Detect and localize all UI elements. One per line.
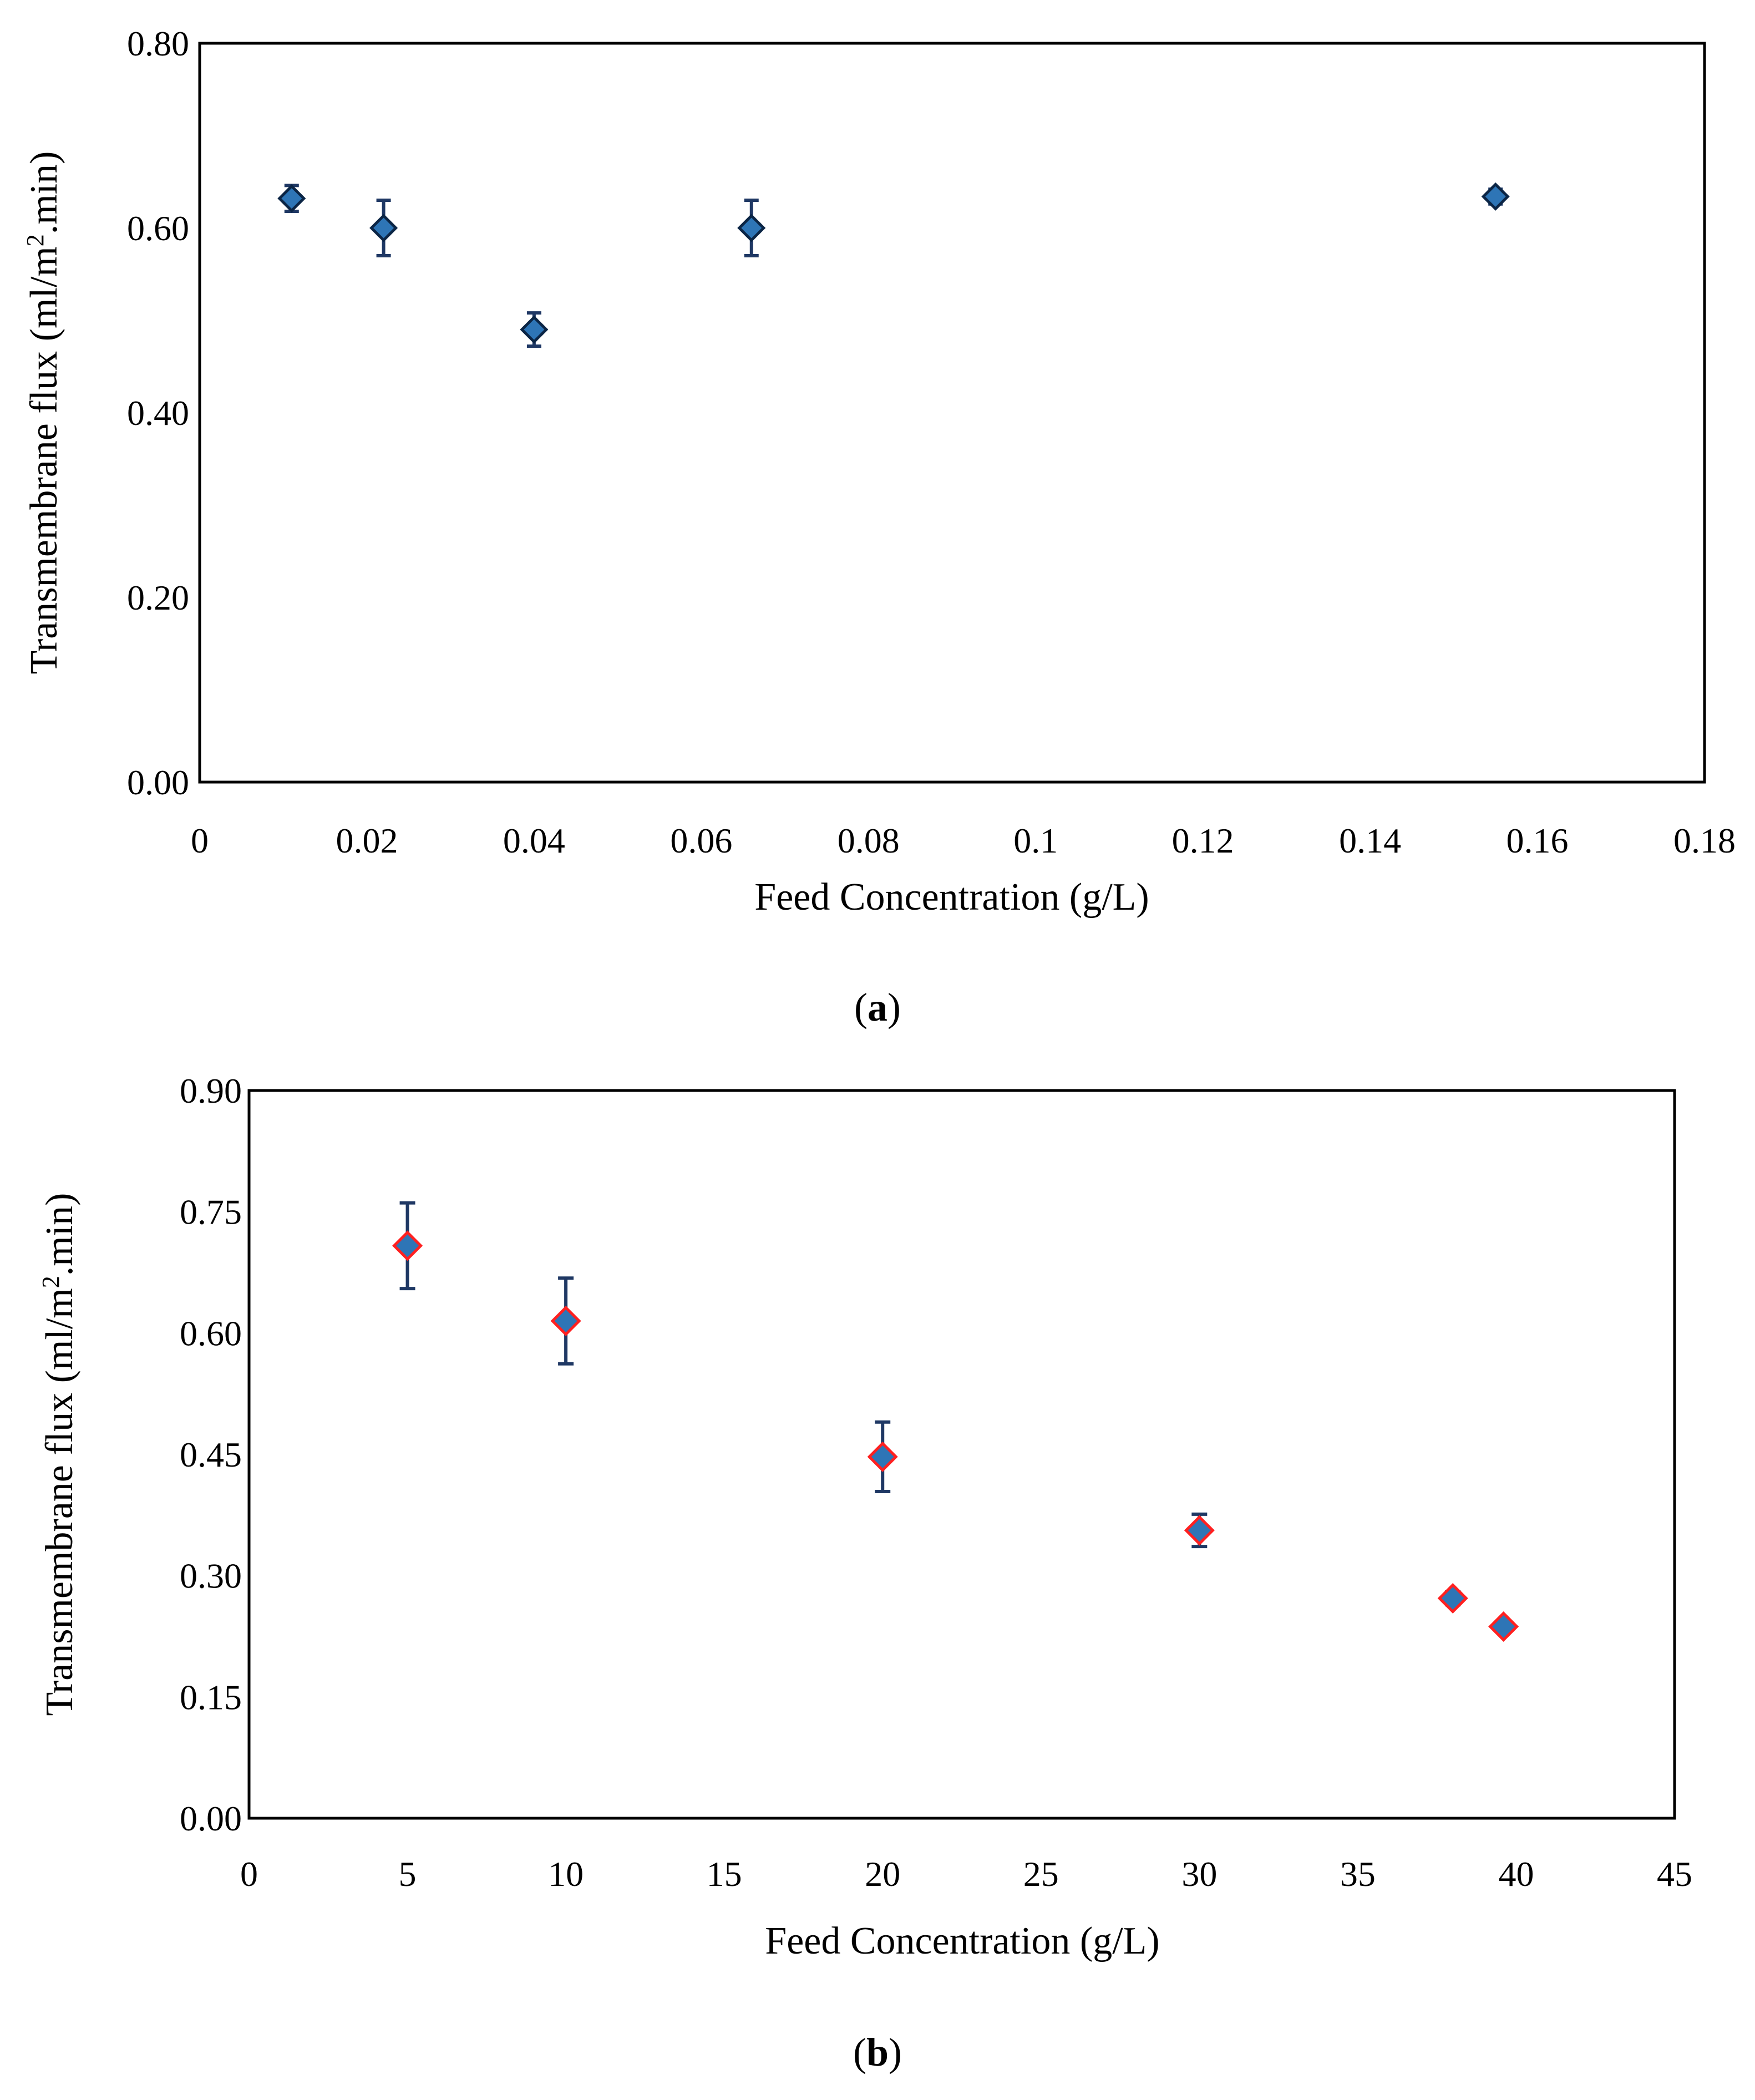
data-point: [1488, 1611, 1519, 1642]
data-point: [392, 1230, 423, 1261]
x-tick-label: 0.14: [1339, 821, 1401, 860]
data-point: [369, 214, 398, 242]
x-tick-label: 0.16: [1507, 821, 1569, 860]
x-tick-labels-a: 0 0.02 0.04 0.06 0.08 0.1 0.12 0.14 0.16 0.18: [191, 821, 1736, 860]
y-axis-label-a: Transmembrane flux (ml/m2.min): [22, 151, 66, 674]
x-tick-label: 0: [240, 1854, 258, 1894]
data-point: [867, 1441, 898, 1472]
x-tick-label: 35: [1340, 1854, 1376, 1894]
x-tick-label: 0.02: [336, 821, 398, 860]
y-tick-label: 0.00: [180, 1799, 242, 1838]
y-tick-label: 0.00: [127, 763, 189, 802]
x-tick-label: 30: [1181, 1854, 1217, 1894]
y-tick-labels-a: 0.00 0.20 0.40 0.60 0.80: [127, 24, 189, 802]
x-tick-labels-b: 0 5 10 15 20 25 30 35 40 45: [240, 1854, 1692, 1894]
x-tick-label: 15: [707, 1854, 742, 1894]
data-point: [277, 184, 306, 213]
plot-frame-b: [247, 1089, 1676, 1820]
x-tick-label: 25: [1023, 1854, 1059, 1894]
data-point: [1437, 1582, 1468, 1614]
x-tick-label: 5: [399, 1854, 417, 1894]
x-tick-label: 0.12: [1172, 821, 1234, 860]
x-tick-label: 0.08: [838, 821, 900, 860]
y-tick-label: 0.60: [180, 1313, 242, 1353]
panel-label-a: (a): [854, 985, 901, 1029]
x-tick-label: 20: [865, 1854, 900, 1894]
plot-frame-a: [198, 42, 1706, 784]
x-tick-label: 0.06: [670, 821, 732, 860]
data-point: [550, 1305, 581, 1337]
x-tick-label: 40: [1498, 1854, 1534, 1894]
x-tick-label: 45: [1657, 1854, 1692, 1894]
chart-panel-b: 0.00 0.15 0.30 0.45 0.60 0.75 0.90 0 5 10 15 20 25 3…: [37, 1071, 1693, 2074]
y-tick-label: 0.60: [127, 209, 189, 248]
y-axis-label-b: Transmembrane flux (ml/m2.min): [37, 1193, 82, 1716]
x-tick-label: 0.18: [1673, 821, 1736, 860]
data-points-a: [277, 182, 1510, 348]
data-point: [1184, 1515, 1215, 1546]
y-tick-label: 0.45: [180, 1435, 242, 1474]
x-tick-label: 0.1: [1013, 821, 1058, 860]
panel-label-b: (b): [853, 2030, 902, 2074]
y-tick-label: 0.15: [180, 1677, 242, 1717]
chart-panel-a: 0.00 0.20 0.40 0.60 0.80 0 0.02 0.04 0.06 0.08 0.…: [22, 24, 1736, 1029]
y-tick-label: 0.40: [127, 393, 189, 433]
x-axis-label-b: Feed Concentration (g/L): [765, 1920, 1159, 1962]
data-points-b: [392, 1201, 1519, 1642]
y-tick-labels-b: 0.00 0.15 0.30 0.45 0.60 0.75 0.90: [180, 1071, 242, 1838]
x-tick-label: 0: [191, 821, 209, 860]
y-tick-label: 0.30: [180, 1556, 242, 1596]
data-point: [1481, 182, 1510, 211]
data-point: [737, 214, 766, 242]
x-tick-label: 10: [548, 1854, 584, 1894]
y-tick-label: 0.75: [180, 1193, 242, 1232]
x-axis-label-a: Feed Concentration (g/L): [754, 876, 1149, 919]
x-tick-label: 0.04: [503, 821, 565, 860]
data-point: [520, 315, 549, 344]
y-tick-label: 0.80: [127, 24, 189, 63]
y-tick-label: 0.90: [180, 1071, 242, 1110]
y-tick-label: 0.20: [127, 578, 189, 617]
